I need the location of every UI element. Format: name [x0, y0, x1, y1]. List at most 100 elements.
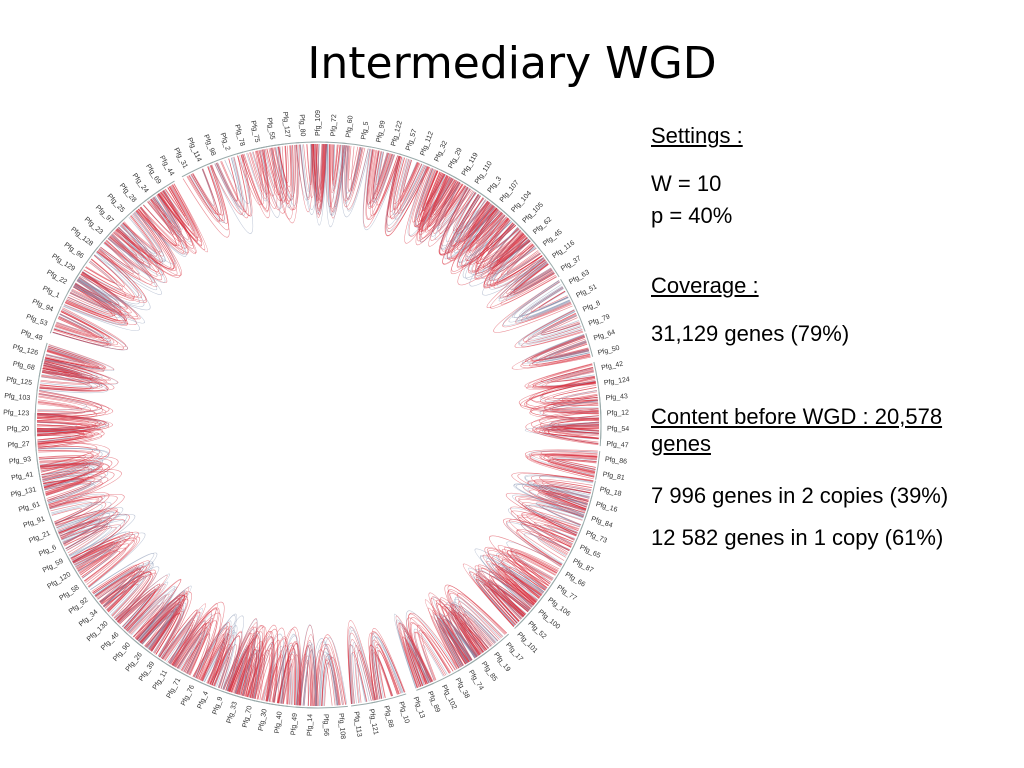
synteny-arc [477, 570, 534, 624]
segment-label: Pfg_47 [606, 441, 629, 449]
synteny-arc [37, 420, 102, 436]
synteny-arc [557, 425, 600, 434]
synteny-arc [486, 561, 542, 609]
synteny-arc [439, 188, 495, 256]
synteny-arc [394, 158, 423, 214]
synteny-arc [56, 511, 121, 550]
synteny-arc [439, 617, 473, 666]
synteny-arc [372, 150, 396, 203]
synteny-arc [131, 594, 173, 642]
segment-label: Pfg_21 [28, 530, 51, 545]
synteny-arc [315, 143, 327, 202]
segment-label: Pfg_1 [41, 285, 61, 299]
synteny-arc [300, 660, 311, 706]
segment-outline [295, 141, 322, 144]
synteny-arc [506, 541, 563, 583]
synteny-arc [95, 568, 142, 609]
segment-label: Pfg_50 [597, 345, 620, 357]
synteny-arc [405, 639, 428, 687]
synteny-arc [530, 335, 589, 361]
synteny-arc [37, 396, 91, 416]
synteny-arc [139, 593, 188, 652]
synteny-arc [82, 260, 121, 291]
synteny-arc [217, 157, 244, 211]
synteny-arc [540, 410, 599, 439]
synteny-arc [546, 424, 600, 436]
synteny-arc [489, 237, 545, 286]
segment-label: Pfg_9 [212, 696, 225, 716]
synteny-arc [222, 618, 258, 696]
synteny-arc [301, 144, 311, 192]
segment-label: Pfg_44 [158, 155, 175, 178]
segment-label: Pfg_6 [38, 544, 58, 558]
synteny-arc [519, 284, 569, 317]
synteny-arc [45, 344, 115, 371]
synteny-arc [376, 643, 403, 699]
synteny-arc [348, 145, 361, 193]
synteny-arc [502, 280, 571, 327]
synteny-arc [71, 278, 127, 315]
synteny-arc [96, 236, 157, 291]
synteny-arc [445, 618, 478, 663]
synteny-arc [214, 156, 246, 216]
synteny-arc [522, 333, 590, 364]
segment-label: Pfg_123 [3, 409, 29, 417]
synteny-arc [370, 631, 405, 700]
synteny-arc [38, 450, 94, 476]
synteny-arc [37, 414, 102, 431]
segment-label: Pfg_121 [367, 708, 379, 735]
segment-label: Pfg_81 [602, 471, 625, 482]
synteny-arc [38, 451, 93, 473]
synteny-arc [540, 313, 581, 335]
segment-label: Pfg_28 [118, 182, 138, 204]
synteny-arc [197, 628, 230, 686]
synteny-arc [418, 630, 450, 681]
synteny-arc [323, 655, 343, 706]
segment-label: Pfg_8 [582, 300, 602, 314]
segment-label: Pfg_99 [375, 120, 387, 143]
synteny-arc [347, 620, 377, 705]
synteny-arc [348, 145, 359, 181]
synteny-arc [54, 311, 111, 342]
synteny-arc [480, 556, 544, 611]
synteny-arc [55, 509, 117, 545]
synteny-arc [91, 564, 137, 603]
synteny-arc [259, 146, 284, 209]
synteny-arc [506, 520, 574, 565]
synteny-arc [116, 206, 182, 276]
synteny-arc [421, 631, 454, 681]
segment-label: Pfg_30 [258, 708, 269, 731]
settings-heading: Settings : [651, 123, 743, 148]
segment-label: Pfg_62 [532, 216, 553, 236]
segment-label: Pfg_32 [434, 140, 450, 163]
synteny-arc [39, 457, 113, 493]
segment-label: Pfg_39 [138, 660, 156, 682]
synteny-arc [215, 157, 242, 208]
synteny-arc [349, 629, 375, 704]
segment-label: Pfg_46 [100, 631, 120, 652]
synteny-arc [545, 484, 592, 505]
segment-label: Pfg_97 [94, 204, 115, 225]
segment-label: Pfg_103 [4, 393, 31, 402]
synteny-arc [160, 621, 191, 664]
synteny-arc [192, 166, 225, 221]
segment-label: Pfg_40 [274, 711, 284, 734]
synteny-arc [37, 441, 98, 466]
synteny-arc [129, 604, 159, 638]
synteny-arc [43, 478, 102, 505]
synteny-arc [538, 340, 590, 362]
segment-label: Pfg_61 [18, 501, 41, 514]
synteny-arc [147, 189, 194, 249]
synteny-arc [368, 149, 389, 203]
segment-label: Pfg_64 [593, 329, 616, 342]
segment-label: Pfg_75 [249, 120, 261, 143]
segment-label: Pfg_66 [564, 571, 587, 588]
segment-label: Pfg_10 [397, 701, 410, 724]
synteny-arc [551, 390, 599, 409]
synteny-arc [557, 458, 597, 470]
synteny-arc [402, 159, 418, 192]
content-line: 7 996 genes in 2 copies (39%) [651, 483, 949, 508]
segment-label: Pfg_33 [226, 701, 239, 724]
segment-outline [41, 342, 48, 363]
synteny-arc [331, 144, 339, 181]
